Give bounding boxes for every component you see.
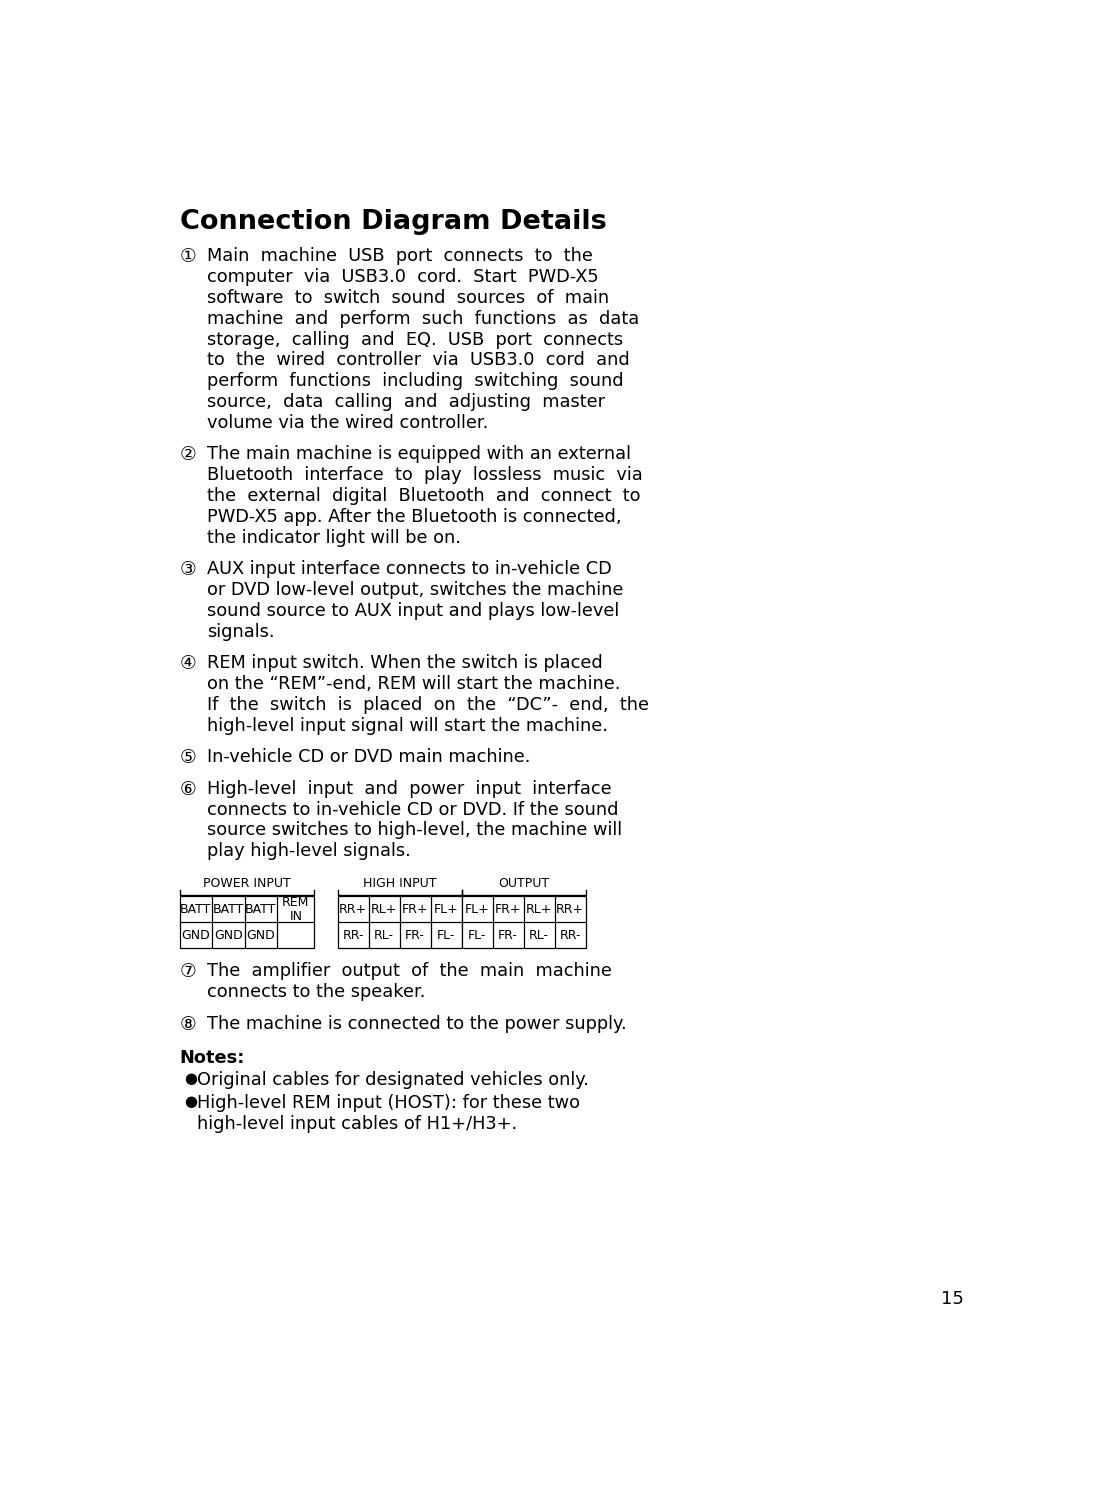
Text: RL-: RL- (374, 929, 394, 941)
Text: FL-: FL- (468, 929, 487, 941)
Text: High-level  input  and  power  input  interface: High-level input and power input interfa… (207, 780, 612, 798)
Text: Original cables for designated vehicles only.: Original cables for designated vehicles … (196, 1071, 588, 1089)
Text: FL-: FL- (437, 929, 456, 941)
Text: REM input switch. When the switch is placed: REM input switch. When the switch is pla… (207, 654, 603, 672)
Text: RL+: RL+ (526, 902, 553, 916)
Text: ③: ③ (179, 560, 196, 580)
Text: REM
IN: REM IN (282, 895, 310, 923)
Text: ⑦: ⑦ (179, 962, 196, 982)
Text: PWD-X5 app. After the Bluetooth is connected,: PWD-X5 app. After the Bluetooth is conne… (207, 508, 622, 526)
Text: the  external  digital  Bluetooth  and  connect  to: the external digital Bluetooth and conne… (207, 487, 641, 505)
Text: RR+: RR+ (556, 902, 584, 916)
Text: sound source to AUX input and plays low-level: sound source to AUX input and plays low-… (207, 602, 619, 620)
Text: or DVD low-level output, switches the machine: or DVD low-level output, switches the ma… (207, 581, 623, 599)
Text: perform  functions  including  switching  sound: perform functions including switching so… (207, 372, 624, 390)
Text: FR+: FR+ (495, 902, 521, 916)
Text: Connection Diagram Details: Connection Diagram Details (179, 209, 606, 236)
Text: ④: ④ (179, 654, 196, 674)
Text: Main  machine  USB  port  connects  to  the: Main machine USB port connects to the (207, 248, 593, 266)
Text: FR-: FR- (405, 929, 426, 941)
Text: signals.: signals. (207, 623, 274, 641)
Text: RR-: RR- (559, 929, 580, 941)
Text: to  the  wired  controller  via  USB3.0  cord  and: to the wired controller via USB3.0 cord … (207, 351, 629, 369)
Text: ⑧: ⑧ (179, 1014, 196, 1034)
Text: AUX input interface connects to in-vehicle CD: AUX input interface connects to in-vehic… (207, 560, 612, 578)
Text: BATT: BATT (180, 902, 212, 916)
Bar (179, 896, 314, 949)
Text: GND: GND (182, 929, 211, 941)
Text: the indicator light will be on.: the indicator light will be on. (207, 529, 460, 547)
Text: volume via the wired controller.: volume via the wired controller. (207, 414, 488, 432)
Text: ⑤: ⑤ (179, 748, 196, 768)
Text: HIGH INPUT: HIGH INPUT (363, 877, 437, 890)
Text: ①: ① (179, 248, 196, 266)
Text: FR+: FR+ (402, 902, 429, 916)
Text: ②: ② (179, 445, 196, 465)
Text: 15: 15 (941, 1291, 964, 1309)
Text: The  amplifier  output  of  the  main  machine: The amplifier output of the main machine (207, 962, 612, 980)
Text: FL+: FL+ (465, 902, 489, 916)
Text: on the “REM”-end, REM will start the machine.: on the “REM”-end, REM will start the mac… (207, 675, 620, 693)
Bar (338, 896, 461, 949)
Text: High-level REM input (HOST): for these two: High-level REM input (HOST): for these t… (196, 1095, 579, 1113)
Text: connects to in-vehicle CD or DVD. If the sound: connects to in-vehicle CD or DVD. If the… (207, 801, 618, 819)
Text: BATT: BATT (245, 902, 276, 916)
Text: source,  data  calling  and  adjusting  master: source, data calling and adjusting maste… (207, 393, 605, 411)
Text: RL-: RL- (529, 929, 549, 941)
Text: ●: ● (184, 1095, 197, 1110)
Text: machine  and  perform  such  functions  as  data: machine and perform such functions as da… (207, 309, 639, 327)
Text: The machine is connected to the power supply.: The machine is connected to the power su… (207, 1014, 626, 1032)
Text: RR-: RR- (342, 929, 364, 941)
Text: high-level input signal will start the machine.: high-level input signal will start the m… (207, 717, 607, 735)
Text: connects to the speaker.: connects to the speaker. (207, 983, 426, 1001)
Text: OUTPUT: OUTPUT (498, 877, 549, 890)
Bar (461, 896, 586, 949)
Text: computer  via  USB3.0  cord.  Start  PWD-X5: computer via USB3.0 cord. Start PWD-X5 (207, 267, 598, 287)
Text: FR-: FR- (498, 929, 518, 941)
Text: GND: GND (246, 929, 275, 941)
Text: ●: ● (184, 1071, 197, 1086)
Text: play high-level signals.: play high-level signals. (207, 843, 410, 861)
Text: RL+: RL+ (371, 902, 398, 916)
Text: ⑥: ⑥ (179, 780, 196, 799)
Text: high-level input cables of H1+/H3+.: high-level input cables of H1+/H3+. (196, 1115, 517, 1132)
Text: The main machine is equipped with an external: The main machine is equipped with an ext… (207, 445, 631, 463)
Text: RR+: RR+ (339, 902, 368, 916)
Text: software  to  switch  sound  sources  of  main: software to switch sound sources of main (207, 288, 608, 306)
Text: If  the  switch  is  placed  on  the  “DC”-  end,  the: If the switch is placed on the “DC”- end… (207, 696, 648, 714)
Text: Notes:: Notes: (179, 1049, 245, 1067)
Text: storage,  calling  and  EQ.  USB  port  connects: storage, calling and EQ. USB port connec… (207, 330, 623, 348)
Text: Bluetooth  interface  to  play  lossless  music  via: Bluetooth interface to play lossless mus… (207, 466, 643, 484)
Text: POWER INPUT: POWER INPUT (203, 877, 291, 890)
Text: source switches to high-level, the machine will: source switches to high-level, the machi… (207, 822, 622, 840)
Text: FL+: FL+ (433, 902, 459, 916)
Text: BATT: BATT (213, 902, 244, 916)
Text: GND: GND (214, 929, 243, 941)
Text: In-vehicle CD or DVD main machine.: In-vehicle CD or DVD main machine. (207, 748, 530, 766)
